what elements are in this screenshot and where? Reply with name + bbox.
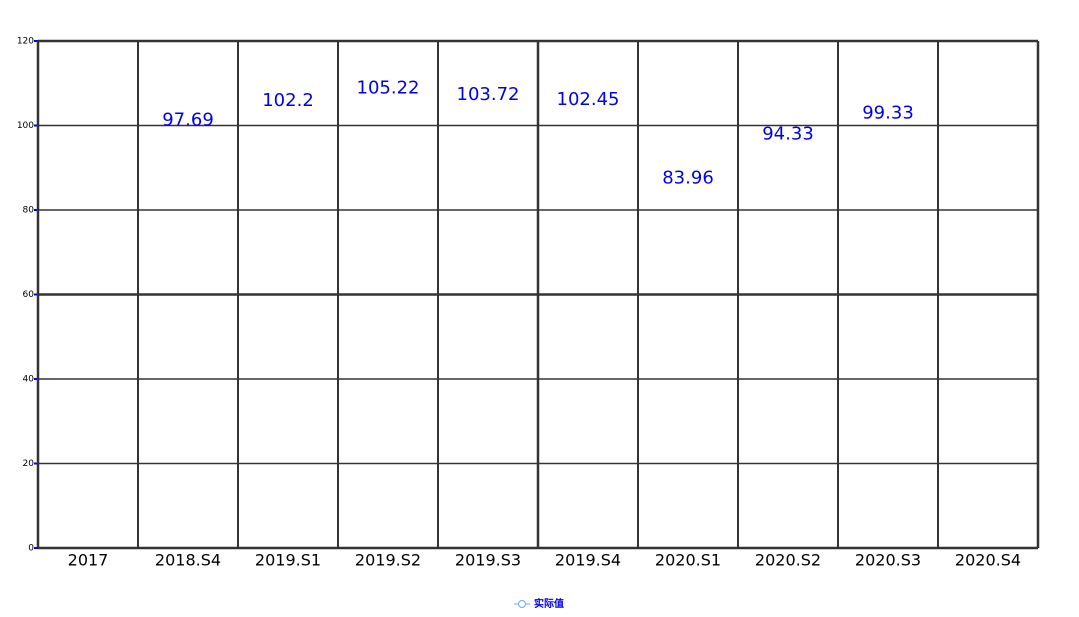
- x-tick-label: 2020.S3: [855, 551, 921, 570]
- x-tick-label: 2019.S3: [455, 551, 521, 570]
- value-label: 102.45: [557, 89, 620, 110]
- value-label: 105.22: [357, 77, 420, 98]
- value-label: 97.69: [162, 109, 214, 130]
- y-tick-label: 20: [23, 459, 35, 469]
- value-label: 83.96: [662, 167, 714, 188]
- x-tick-label: 2020.S4: [955, 551, 1021, 570]
- x-tick-label: 2019.S4: [555, 551, 621, 570]
- value-label: 99.33: [862, 102, 914, 123]
- x-tick-label: 2018.S4: [155, 551, 221, 570]
- value-label: 103.72: [457, 84, 520, 105]
- value-label: 102.2: [262, 90, 314, 111]
- y-tick-label: 120: [17, 37, 34, 47]
- value-label: 94.33: [762, 123, 814, 144]
- x-tick-label: 2017: [68, 551, 109, 570]
- x-tick-label: 2019.S1: [255, 551, 321, 570]
- y-tick-label: 60: [23, 290, 35, 300]
- legend-marker: [518, 600, 526, 608]
- y-tick-label: 100: [17, 121, 34, 131]
- y-tick-label: 0: [28, 544, 34, 554]
- y-tick-label: 80: [23, 206, 35, 216]
- x-tick-label: 2019.S2: [355, 551, 421, 570]
- x-tick-label: 2020.S1: [655, 551, 721, 570]
- x-tick-label: 2020.S2: [755, 551, 821, 570]
- y-tick-label: 40: [23, 375, 35, 385]
- legend-label: 实际值: [534, 597, 564, 610]
